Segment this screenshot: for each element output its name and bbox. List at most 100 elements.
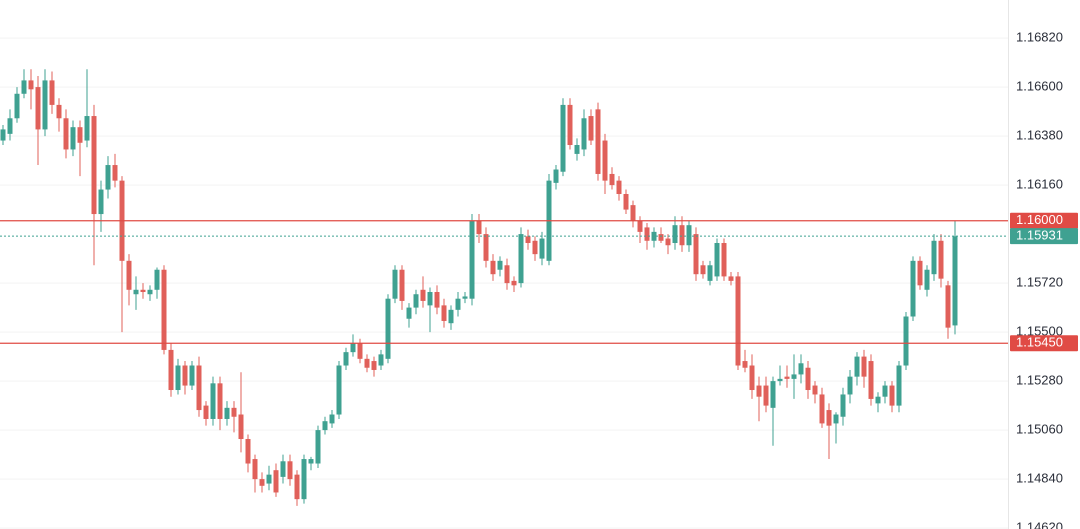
level-label-box: [1010, 335, 1078, 352]
candle-body: [322, 421, 328, 431]
candle-body: [245, 439, 251, 464]
candle-body: [784, 376, 790, 379]
candle-body: [14, 93, 20, 119]
candle-body: [707, 265, 713, 281]
candle-body: [511, 280, 517, 286]
candle-body: [938, 240, 944, 279]
candle-body: [826, 410, 832, 426]
candle-body: [721, 243, 727, 277]
candle-body: [210, 383, 216, 419]
candle-body: [63, 118, 69, 150]
candle-body: [924, 269, 930, 290]
candle-body: [714, 243, 720, 277]
candle-body: [868, 361, 874, 399]
candle-body: [812, 385, 818, 395]
candle-body: [658, 234, 664, 241]
candle-body: [126, 260, 132, 290]
level-label-box: [1010, 212, 1078, 229]
candle-body: [623, 194, 629, 210]
candle-body: [553, 169, 559, 183]
candle-body: [672, 225, 678, 244]
last-price-box: [1010, 228, 1078, 245]
candle-body: [378, 354, 384, 366]
candle-body: [602, 140, 608, 181]
level-label: 1.16000: [1016, 212, 1063, 227]
candle-body: [161, 269, 167, 350]
y-tick-label: 1.15280: [1016, 373, 1063, 388]
candle-body: [112, 165, 118, 181]
candle-body: [84, 116, 90, 141]
candle-body: [7, 118, 13, 134]
candle-body: [238, 414, 244, 440]
y-tick-label: 1.16820: [1016, 30, 1063, 45]
candle-body: [581, 118, 587, 150]
candle-body: [196, 365, 202, 411]
candle-body: [763, 385, 769, 406]
candle-body: [742, 361, 748, 368]
candle-body: [560, 104, 566, 172]
candle-body: [413, 294, 419, 308]
candle-body: [861, 356, 867, 377]
candle-body: [574, 145, 580, 154]
candle-body: [336, 365, 342, 415]
candle-body: [840, 394, 846, 417]
candle-body: [616, 180, 622, 195]
candle-body: [49, 80, 55, 105]
candle-body: [350, 343, 356, 353]
candle-body: [462, 296, 468, 299]
candle-body: [399, 269, 405, 301]
candle-body: [700, 265, 706, 275]
candle-body: [490, 260, 496, 275]
candle-body: [483, 234, 489, 261]
candle-body: [896, 365, 902, 406]
candle-body: [756, 385, 762, 397]
candle-body: [189, 365, 195, 386]
candle-body: [217, 383, 223, 419]
candle-body: [91, 116, 97, 215]
candle-body: [637, 220, 643, 232]
candle-body: [875, 396, 881, 404]
candle-body: [910, 260, 916, 317]
candle-body: [686, 225, 692, 246]
level-label: 1.15450: [1016, 335, 1063, 350]
candle-body: [952, 236, 958, 326]
candle-body: [406, 307, 412, 319]
candle-body: [665, 238, 671, 246]
candle-body: [882, 385, 888, 397]
y-tick-label: 1.16160: [1016, 177, 1063, 192]
candle-body: [133, 289, 139, 295]
candle-body: [21, 80, 27, 94]
candle-body: [420, 289, 426, 301]
candle-body: [56, 104, 62, 119]
candle-body: [917, 260, 923, 286]
candle-body: [231, 407, 237, 417]
candle-body: [833, 414, 839, 424]
candle-body: [588, 116, 594, 141]
candle-body: [203, 405, 209, 419]
candle-body: [182, 365, 188, 386]
candle-body: [539, 238, 545, 259]
candle-body: [931, 240, 937, 275]
candle-body: [532, 240, 538, 255]
candle-body: [434, 292, 440, 308]
candle-body: [798, 363, 804, 375]
candle-body: [504, 265, 510, 284]
candle-body: [280, 461, 286, 477]
candle-body: [518, 234, 524, 284]
candle-body: [455, 298, 461, 310]
candle-body: [609, 173, 615, 186]
candle-body: [469, 220, 475, 299]
candle-body: [385, 298, 391, 359]
candle-body: [476, 220, 482, 235]
candle-body: [252, 459, 258, 480]
candle-body: [854, 356, 860, 377]
candle-body: [693, 234, 699, 275]
candle-body: [35, 87, 41, 130]
y-tick-label: 1.15060: [1016, 422, 1063, 437]
candle-body: [525, 236, 531, 244]
candle-body: [175, 365, 181, 391]
candle-body: [357, 343, 363, 359]
y-tick-label: 1.15720: [1016, 275, 1063, 290]
y-tick-label: 1.16600: [1016, 79, 1063, 94]
y-tick-label: 1.14620: [1016, 520, 1063, 529]
